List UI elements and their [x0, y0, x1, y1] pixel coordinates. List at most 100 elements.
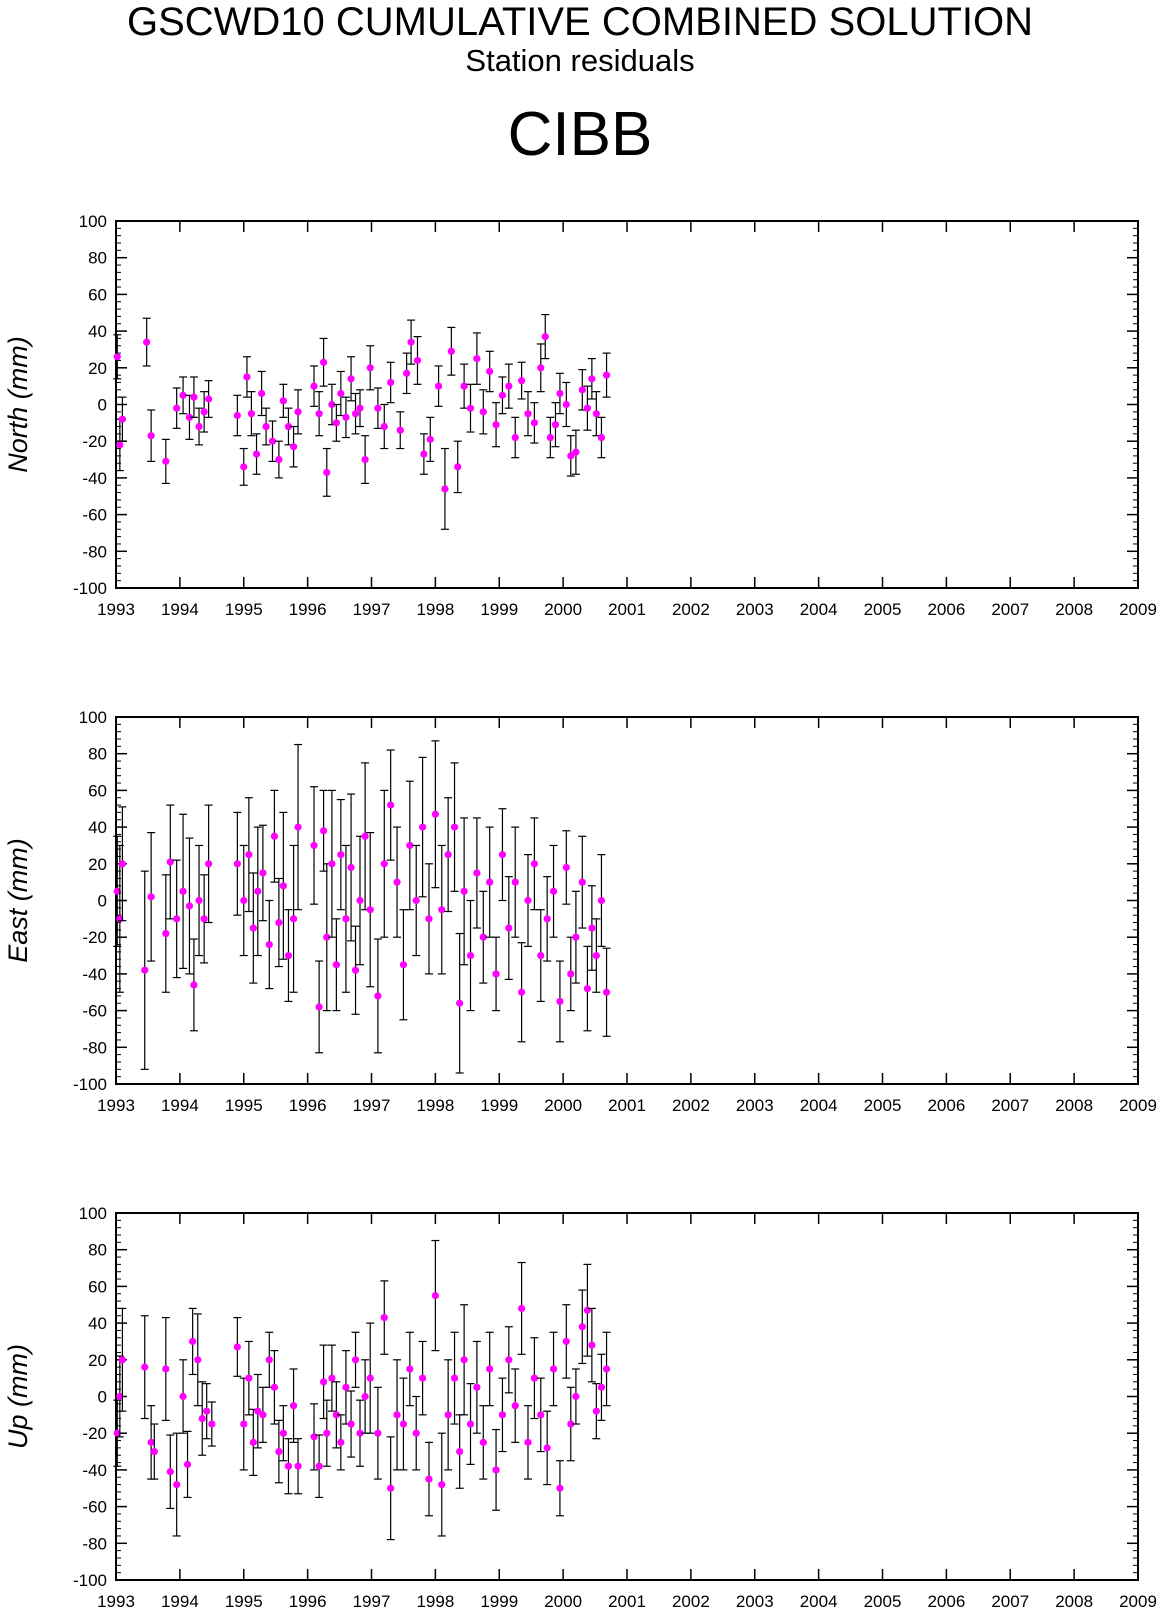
data-point	[562, 1337, 570, 1346]
data-point	[262, 422, 270, 431]
data-point	[270, 832, 279, 840]
data-point	[551, 421, 560, 429]
data-point	[537, 951, 545, 960]
data-point	[518, 988, 526, 996]
y-tick-label: 20	[88, 1351, 107, 1370]
data-point	[337, 1438, 345, 1446]
data-point	[315, 410, 323, 418]
data-point	[319, 358, 328, 366]
y-tick-label: 60	[88, 781, 107, 800]
data-point	[518, 377, 526, 385]
data-point	[366, 1374, 374, 1382]
data-point	[380, 860, 388, 868]
data-point	[543, 915, 551, 923]
data-point	[486, 878, 494, 886]
data-point	[460, 382, 468, 390]
data-point	[284, 951, 293, 960]
x-tick-label: 2003	[736, 1592, 774, 1611]
x-tick-label: 2009	[1119, 1096, 1157, 1115]
data-point	[396, 426, 404, 434]
data-point	[413, 356, 422, 365]
data-point	[498, 391, 507, 399]
data-point	[549, 1365, 558, 1373]
data-point	[572, 933, 580, 941]
data-point	[265, 940, 273, 949]
data-point	[572, 1392, 580, 1401]
data-point	[173, 915, 181, 923]
data-point	[406, 841, 414, 850]
y-tick-label: 40	[88, 818, 107, 837]
data-point	[438, 1480, 446, 1489]
data-point	[578, 878, 586, 886]
data-point	[141, 966, 149, 974]
data-point	[407, 338, 415, 346]
data-point	[466, 1420, 475, 1428]
x-tick-label: 1998	[416, 1592, 454, 1611]
data-point	[403, 369, 411, 377]
data-point	[162, 1365, 170, 1373]
data-point	[351, 1356, 360, 1364]
x-tick-label: 2000	[544, 600, 582, 619]
data-point	[240, 896, 248, 905]
data-point	[406, 1365, 414, 1373]
x-tick-label: 1993	[97, 1096, 135, 1115]
data-point	[602, 1365, 611, 1373]
x-tick-label: 1996	[289, 1096, 327, 1115]
data-point	[162, 457, 170, 465]
data-point	[431, 810, 439, 818]
data-point	[208, 1420, 216, 1428]
y-tick-label: -100	[73, 1075, 107, 1094]
x-tick-label: 2006	[927, 1096, 965, 1115]
data-point	[450, 1374, 459, 1382]
data-point	[275, 1447, 283, 1456]
data-point	[498, 851, 507, 859]
data-point	[179, 1392, 187, 1401]
data-point	[200, 408, 208, 416]
plot-frame	[115, 220, 1139, 589]
x-tick-label: 1999	[480, 1592, 518, 1611]
x-tick-label: 2003	[736, 600, 774, 619]
data-point	[143, 338, 151, 346]
data-point	[233, 860, 241, 868]
data-point	[113, 353, 121, 361]
data-point	[602, 371, 611, 379]
data-point	[249, 1438, 257, 1446]
y-tick-label: 80	[88, 249, 107, 268]
data-point	[194, 1356, 202, 1364]
data-point	[284, 1462, 293, 1470]
x-tick-label: 2001	[608, 600, 646, 619]
y-axis-label: East (mm)	[3, 838, 33, 963]
y-tick-label: -40	[82, 469, 107, 488]
page-subtitle: Station residuals	[465, 43, 695, 78]
data-point	[524, 1438, 532, 1446]
data-point	[456, 999, 464, 1007]
data-point	[258, 389, 266, 398]
data-point	[332, 961, 340, 969]
data-point	[426, 435, 434, 443]
data-point	[342, 915, 350, 923]
data-point	[456, 1447, 464, 1456]
data-point	[505, 924, 513, 932]
x-tick-label: 2008	[1055, 600, 1093, 619]
data-point	[173, 1480, 181, 1489]
data-point	[387, 1484, 395, 1492]
data-point	[592, 1407, 600, 1415]
data-point	[289, 1402, 298, 1410]
data-point	[597, 433, 606, 442]
y-tick-label: 80	[88, 745, 107, 764]
data-point	[562, 400, 570, 409]
panel-0: 100 80 60 40 20 0 -20 -40 -60 -80 -100 1993 1994 1995…	[3, 212, 1157, 619]
x-tick-label: 2004	[800, 1592, 838, 1611]
y-tick-label: -60	[82, 1498, 107, 1517]
data-point	[366, 906, 374, 914]
data-point	[567, 1420, 575, 1428]
data-point	[460, 1356, 468, 1364]
x-tick-label: 2000	[544, 1592, 582, 1611]
y-tick-label: -40	[82, 965, 107, 984]
y-tick-label: 20	[88, 855, 107, 874]
data-point	[347, 1420, 355, 1428]
data-point	[479, 1438, 487, 1446]
data-point	[361, 832, 369, 840]
data-point	[562, 863, 570, 872]
y-tick-label: -100	[73, 1571, 107, 1590]
